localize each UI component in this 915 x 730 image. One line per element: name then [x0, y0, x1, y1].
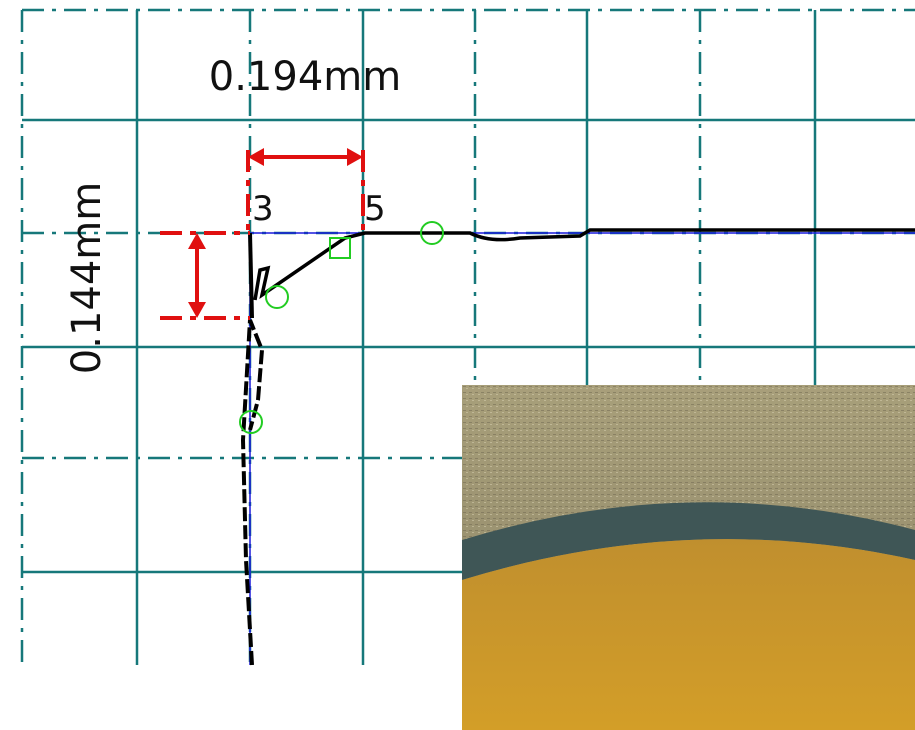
horizontal-dimension: 0.194mm — [209, 54, 401, 100]
vertical-dimension: 0.144mm — [64, 182, 110, 374]
fit-markers — [240, 222, 443, 433]
point-label: 3 — [252, 189, 274, 229]
micrograph — [462, 385, 915, 730]
point-label: 5 — [364, 189, 386, 229]
measurement-view: 0.194mm 0.144mm 3 5 — [0, 0, 915, 730]
